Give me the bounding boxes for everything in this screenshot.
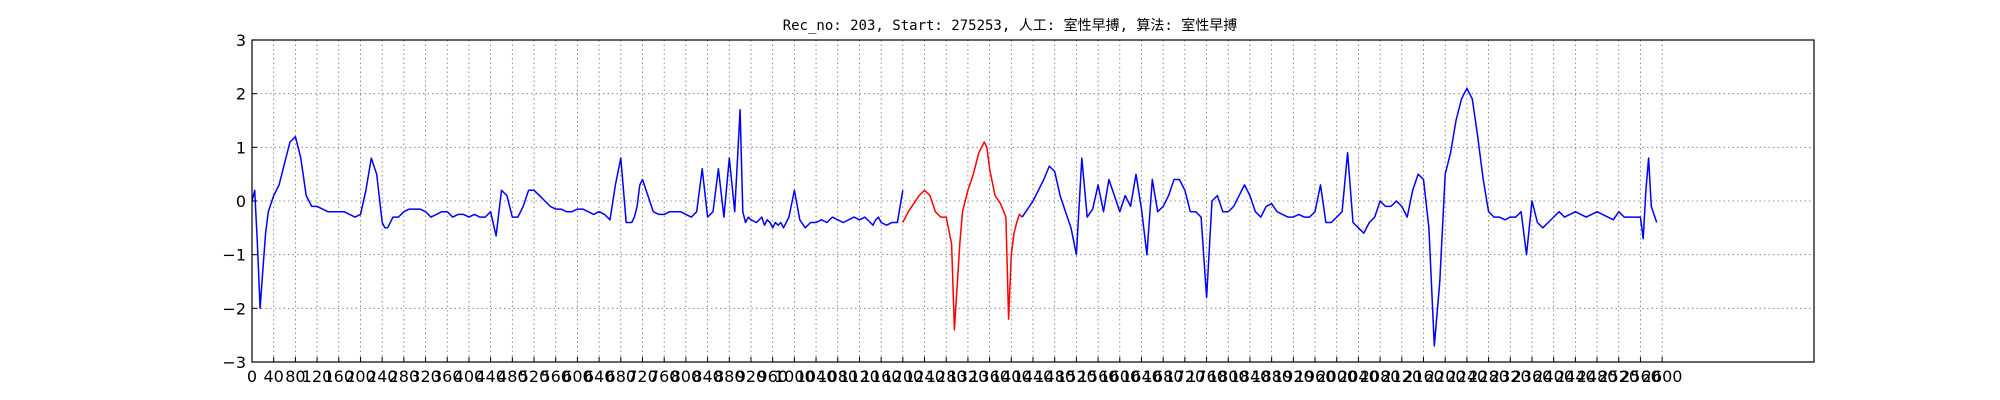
x-tick-label: 80 (285, 367, 305, 386)
x-tick-label: 1080 (817, 367, 858, 386)
x-tick-label: 760 (649, 367, 680, 386)
chart-title: Rec_no: 203, Start: 275253, 人工: 室性早搏, 算法… (783, 17, 1238, 34)
x-tick-label: 2320 (1490, 367, 1531, 386)
x-tick-label: 560 (540, 367, 571, 386)
x-tick-label: 400 (454, 367, 485, 386)
x-tick-label: 1320 (948, 367, 989, 386)
ecg-trace-segment (1021, 87, 1658, 347)
x-tick-label: 40 (264, 367, 284, 386)
y-tick-label: 1 (236, 138, 246, 157)
x-tick-label: 1000 (774, 367, 815, 386)
x-tick-label: 2280 (1468, 367, 1509, 386)
x-tick-label: 320 (410, 367, 441, 386)
y-tick-label: 0 (236, 192, 246, 211)
y-tick-label: −2 (222, 299, 246, 318)
x-tick-label: 360 (432, 367, 463, 386)
x-tick-label: 1240 (904, 367, 945, 386)
x-tick-label: 640 (584, 367, 615, 386)
x-tick-label: 600 (562, 367, 593, 386)
x-tick-label: 880 (714, 367, 745, 386)
x-tick-label: 240 (367, 367, 398, 386)
x-tick-label: 2520 (1598, 367, 1639, 386)
x-tick-label: 480 (497, 367, 528, 386)
x-tick-label: 2480 (1577, 367, 1618, 386)
plot-frame (251, 39, 1815, 363)
x-tick-label: 2240 (1447, 367, 1488, 386)
x-tick-label: 1880 (1251, 367, 1292, 386)
x-tick-label: 1280 (926, 367, 967, 386)
x-tick-label: 1680 (1143, 367, 1184, 386)
x-tick-label: 1440 (1013, 367, 1054, 386)
x-tick-label: 1760 (1186, 367, 1227, 386)
ecg-traces (251, 87, 1658, 347)
x-tick-label: 680 (606, 367, 637, 386)
x-tick-label: 1840 (1230, 367, 1271, 386)
x-tick-label: 1480 (1034, 367, 1075, 386)
x-tick-label: 800 (671, 367, 702, 386)
x-tick-label: 720 (627, 367, 658, 386)
x-tick-label: 1600 (1099, 367, 1140, 386)
x-tick-label: 1360 (969, 367, 1010, 386)
x-tick-label: 1960 (1295, 367, 1336, 386)
x-tick-label: 960 (757, 367, 788, 386)
x-tick-label: 2440 (1555, 367, 1596, 386)
y-tick-label: −1 (222, 246, 246, 265)
x-tick-label: 2040 (1338, 367, 1379, 386)
x-tick-label: 160 (324, 367, 355, 386)
x-tick-label: 2120 (1381, 367, 1422, 386)
x-tick-label: 1520 (1056, 367, 1097, 386)
x-tick-label: 1160 (861, 367, 902, 386)
ecg-trace-segment (251, 109, 904, 310)
x-tick-label: 1560 (1078, 367, 1119, 386)
x-tick-label: 840 (692, 367, 723, 386)
y-tick-label: 3 (236, 31, 246, 50)
x-tick-label: 2160 (1403, 367, 1444, 386)
x-tick-label: 1200 (882, 367, 923, 386)
y-tick-label: 2 (236, 85, 246, 104)
x-tick-label: 520 (519, 367, 550, 386)
x-tick-label: 2080 (1360, 367, 1401, 386)
axis-ticks: 0 40 8012016020024028032036040044048052056… (222, 31, 1682, 386)
x-tick-label: 1800 (1208, 367, 1249, 386)
x-tick-label: 2560 (1620, 367, 1661, 386)
highlighted-beat-trace (902, 141, 1023, 331)
x-tick-label: 1120 (839, 367, 880, 386)
y-tick-label: −3 (222, 353, 246, 372)
x-tick-label: 120 (302, 367, 333, 386)
x-tick-label: 0 (247, 367, 257, 386)
x-tick-label: 920 (736, 367, 767, 386)
x-tick-label: 2000 (1316, 367, 1357, 386)
x-tick-label: 1920 (1273, 367, 1314, 386)
x-tick-label: 1040 (796, 367, 837, 386)
x-tick-label: 1400 (991, 367, 1032, 386)
x-tick-label: 1720 (1165, 367, 1206, 386)
x-tick-label: 200 (345, 367, 376, 386)
x-tick-label: 2200 (1425, 367, 1466, 386)
x-tick-label: 2600 (1642, 367, 1683, 386)
x-tick-label: 280 (389, 367, 420, 386)
x-tick-label: 1640 (1121, 367, 1162, 386)
x-tick-label: 2400 (1533, 367, 1574, 386)
x-tick-label: 2360 (1512, 367, 1553, 386)
x-tick-label: 440 (475, 367, 506, 386)
